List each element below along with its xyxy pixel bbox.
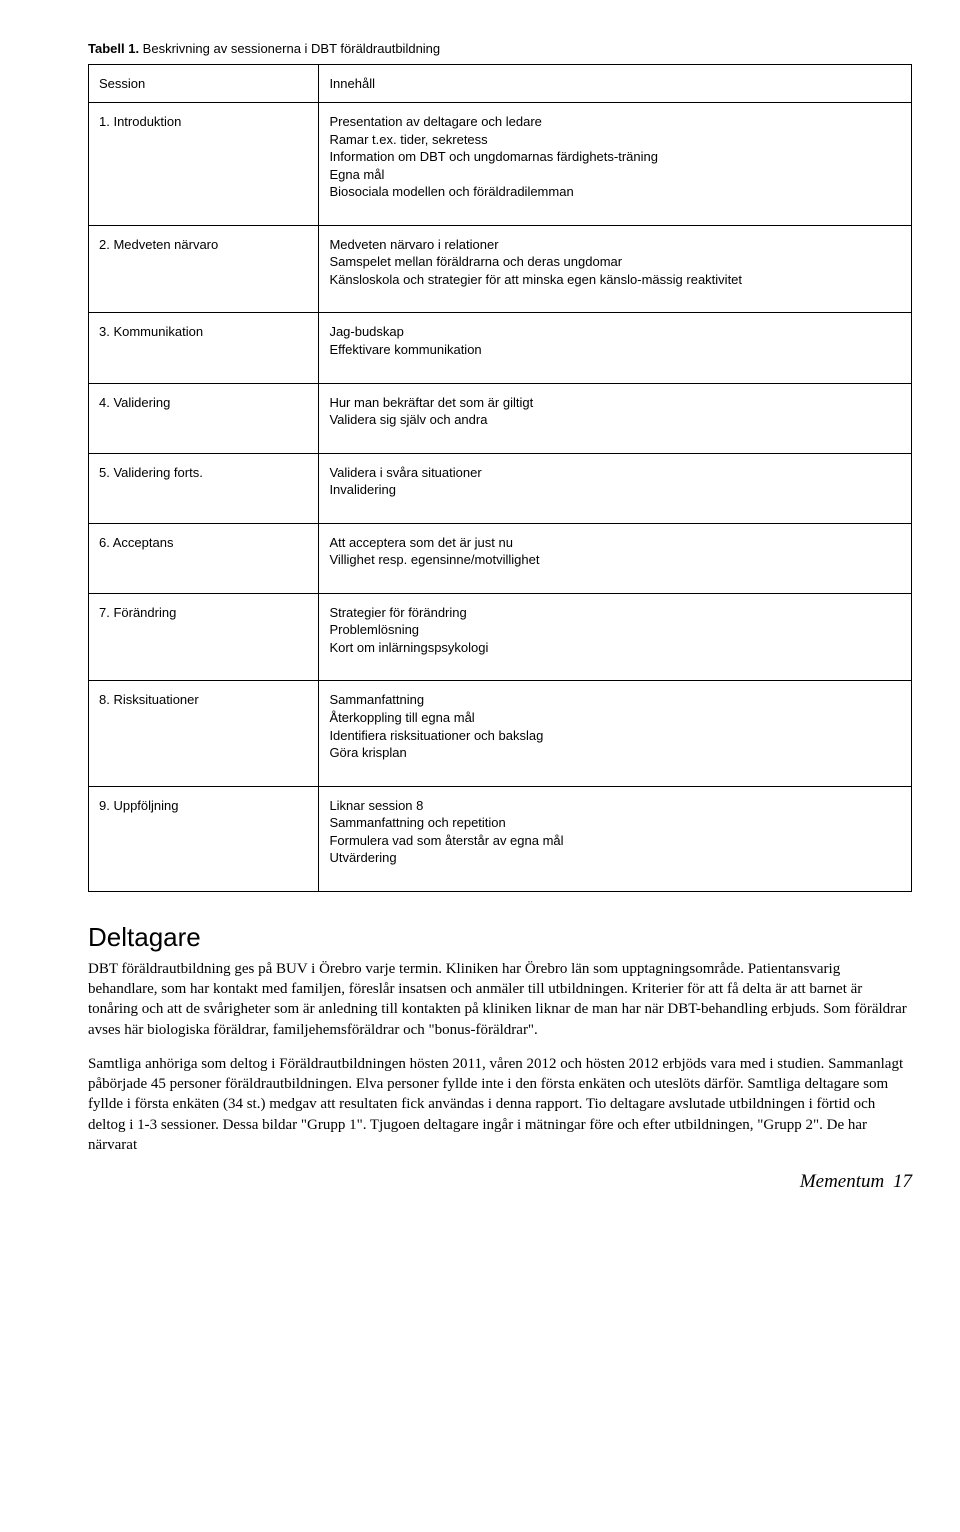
content-line: Sammanfattning [329,691,901,709]
content-line: Jag-budskap [329,323,901,341]
table-row: 5. Validering forts.Validera i svåra sit… [89,453,912,523]
session-cell: 4. Validering [89,383,319,453]
content-line: Sammanfattning och repetition [329,814,901,832]
content-line: Känsloskola och strategier för att minsk… [329,271,901,289]
footer-label: Mementum [800,1171,884,1192]
content-cell: Hur man bekräftar det som är giltigtVali… [319,383,912,453]
col-header-session: Session [89,64,319,103]
content-line: Egna mål [329,166,901,184]
content-line: Liknar session 8 [329,797,901,815]
session-cell: 8. Risksituationer [89,681,319,786]
content-cell: Att acceptera som det är just nuVillighe… [319,523,912,593]
content-line: Samspelet mellan föräldrarna och deras u… [329,253,901,271]
content-line: Villighet resp. egensinne/motvillighet [329,551,901,569]
content-line: Strategier för förändring [329,604,901,622]
content-line: Göra krisplan [329,744,901,762]
content-cell: SammanfattningÅterkoppling till egna mål… [319,681,912,786]
session-cell: 6. Acceptans [89,523,319,593]
content-cell: Jag-budskapEffektivare kommunikation [319,313,912,383]
table-caption: Tabell 1. Beskrivning av sessionerna i D… [88,40,912,58]
content-cell: Validera i svåra situationerInvalidering [319,453,912,523]
session-cell: 7. Förändring [89,593,319,681]
table-row: 4. ValideringHur man bekräftar det som ä… [89,383,912,453]
content-line: Effektivare kommunikation [329,341,901,359]
col-header-content: Innehåll [319,64,912,103]
content-line: Kort om inlärningspsykologi [329,639,901,657]
content-line: Utvärdering [329,849,901,867]
content-cell: Presentation av deltagare och ledareRama… [319,103,912,226]
session-cell: 9. Uppföljning [89,786,319,891]
content-line: Biosociala modellen och föräldradilemman [329,183,901,201]
content-line: Presentation av deltagare och ledare [329,113,901,131]
table-row: 7. FörändringStrategier för förändringPr… [89,593,912,681]
session-cell: 2. Medveten närvaro [89,225,319,313]
content-cell: Strategier för förändringProblemlösningK… [319,593,912,681]
content-cell: Medveten närvaro i relationerSamspelet m… [319,225,912,313]
content-line: Problemlösning [329,621,901,639]
session-cell: 1. Introduktion [89,103,319,226]
content-line: Hur man bekräftar det som är giltigt [329,394,901,412]
table-caption-rest: Beskrivning av sessionerna i DBT föräldr… [139,41,440,56]
content-line: Ramar t.ex. tider, sekretess [329,131,901,149]
footer-page-number: 17 [893,1171,912,1192]
sessions-table: Session Innehåll 1. IntroduktionPresenta… [88,64,912,892]
content-line: Formulera vad som återstår av egna mål [329,832,901,850]
page-footer: Mementum 17 [88,1169,912,1195]
content-line: Identifiera risksituationer och bakslag [329,727,901,745]
content-line: Validera i svåra situationer [329,464,901,482]
content-line: Medveten närvaro i relationer [329,236,901,254]
table-caption-bold: Tabell 1. [88,41,139,56]
table-row: 6. AcceptansAtt acceptera som det är jus… [89,523,912,593]
body-paragraph: DBT föräldrautbildning ges på BUV i Öreb… [88,959,912,1040]
body-paragraph: Samtliga anhöriga som deltog i Föräldrau… [88,1054,912,1155]
content-line: Återkoppling till egna mål [329,709,901,727]
content-line: Information om DBT och ungdomarnas färdi… [329,148,901,166]
table-row: 1. IntroduktionPresentation av deltagare… [89,103,912,226]
table-row: 9. UppföljningLiknar session 8Sammanfatt… [89,786,912,891]
session-cell: 5. Validering forts. [89,453,319,523]
table-row: 3. KommunikationJag-budskapEffektivare k… [89,313,912,383]
table-header-row: Session Innehåll [89,64,912,103]
session-cell: 3. Kommunikation [89,313,319,383]
content-line: Att acceptera som det är just nu [329,534,901,552]
section-heading: Deltagare [88,920,912,955]
table-row: 8. RisksituationerSammanfattningÅterkopp… [89,681,912,786]
content-cell: Liknar session 8Sammanfattning och repet… [319,786,912,891]
content-line: Invalidering [329,481,901,499]
content-line: Validera sig själv och andra [329,411,901,429]
table-row: 2. Medveten närvaroMedveten närvaro i re… [89,225,912,313]
